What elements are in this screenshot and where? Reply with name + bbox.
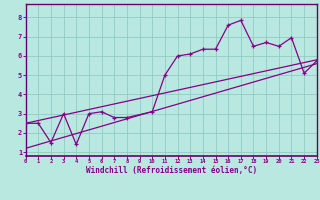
X-axis label: Windchill (Refroidissement éolien,°C): Windchill (Refroidissement éolien,°C): [86, 166, 257, 175]
